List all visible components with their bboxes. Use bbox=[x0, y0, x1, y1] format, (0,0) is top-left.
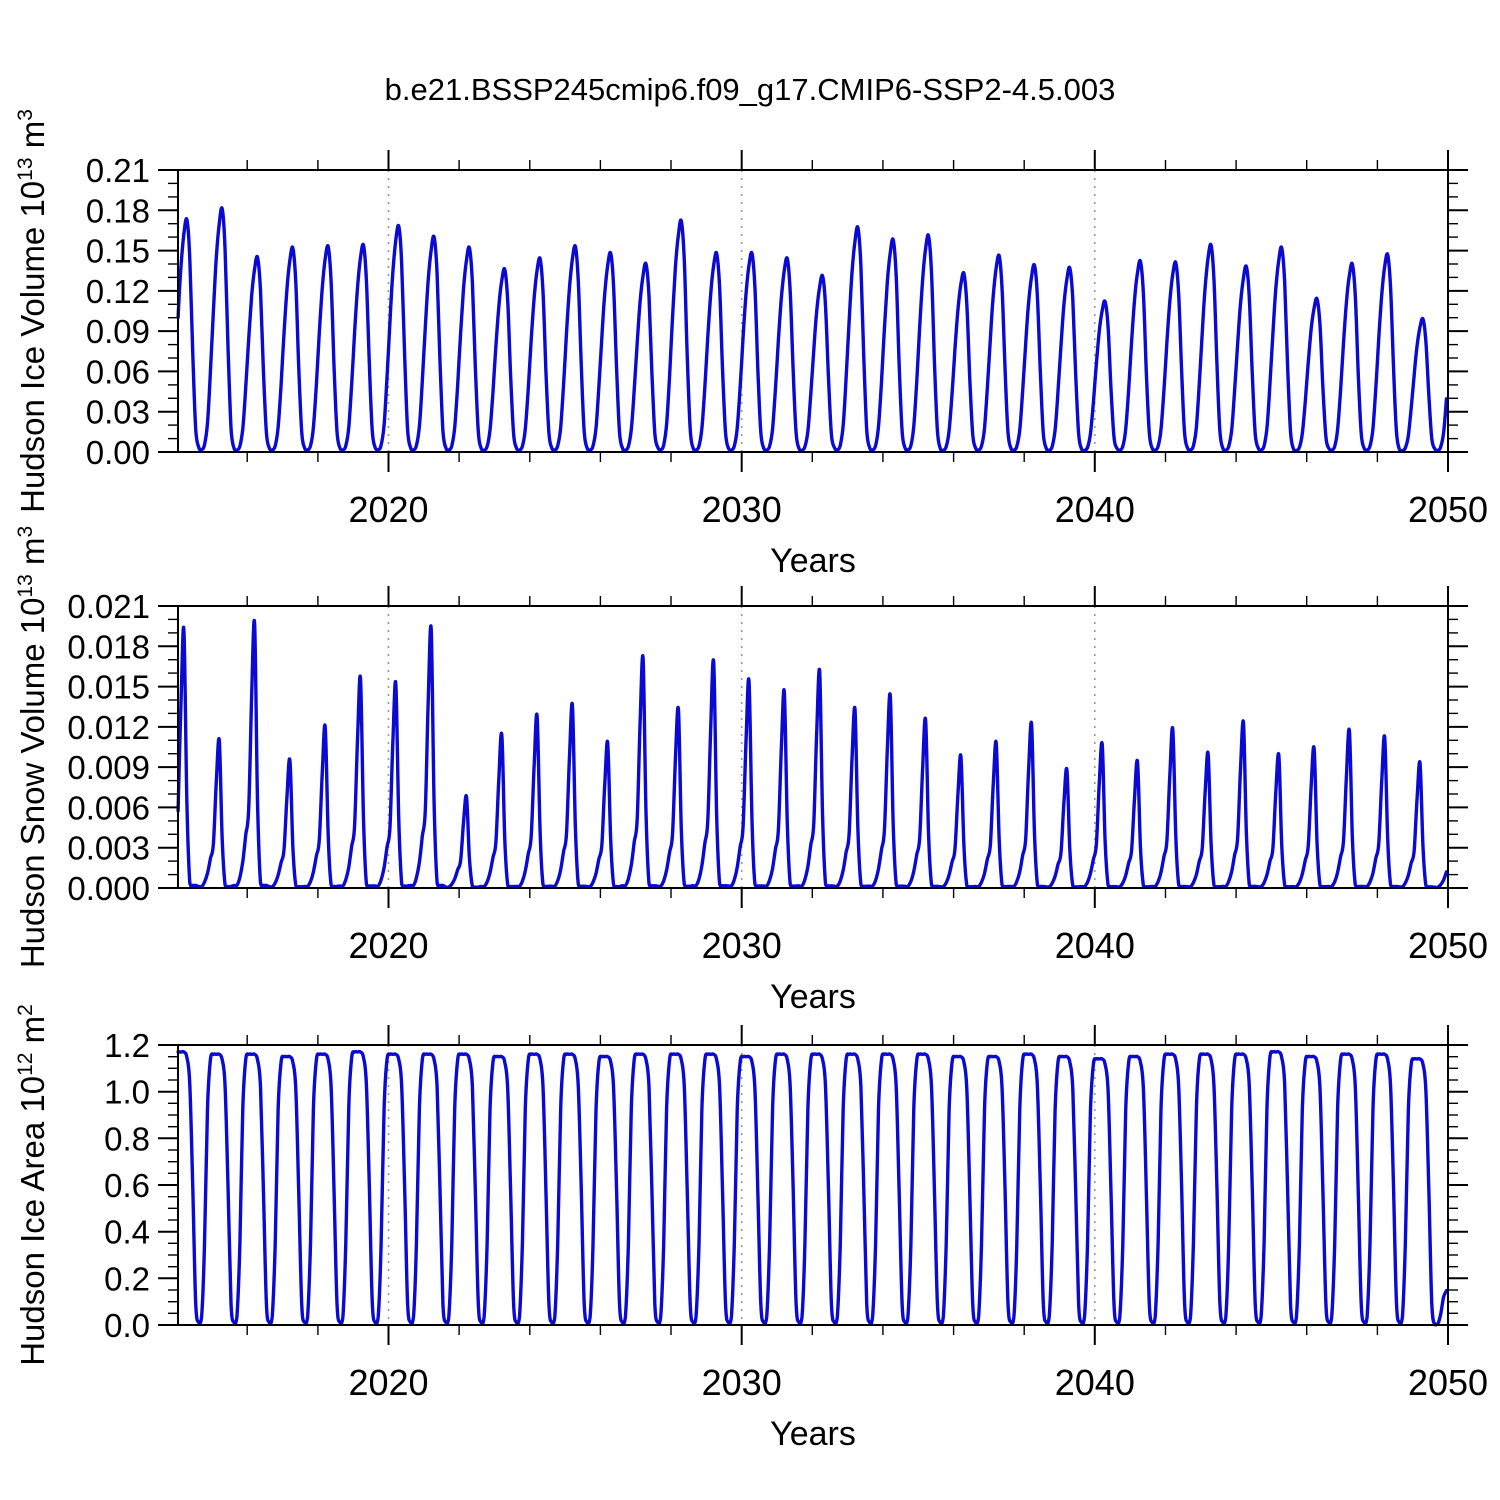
y-tick-label-1.0: 1.0 bbox=[104, 1074, 150, 1111]
x-tick-label-2040: 2040 bbox=[1055, 489, 1135, 530]
hudson-ice-volume-curve bbox=[176, 206, 1449, 453]
y-tick-label-0.12: 0.12 bbox=[86, 273, 150, 310]
x-tick-label-2020: 2020 bbox=[348, 489, 428, 530]
y-tick-label-0.21: 0.21 bbox=[86, 152, 150, 189]
y-tick-label-0.4: 0.4 bbox=[104, 1214, 150, 1251]
x-tick-label-2040: 2040 bbox=[1055, 925, 1135, 966]
panel-ice-volume: 0.000.03 0.060.090.120.15 0.180.21 2020 2030… bbox=[86, 150, 1488, 580]
x-tick-label-2050: 2050 bbox=[1408, 489, 1488, 530]
x-axis-title: Years bbox=[770, 978, 856, 1016]
hudson-snow-volume-curve bbox=[176, 618, 1449, 890]
x-tick-label-2040: 2040 bbox=[1055, 1362, 1135, 1403]
x-tick-label-2050: 2050 bbox=[1408, 1362, 1488, 1403]
x-tick-label-2030: 2030 bbox=[702, 925, 782, 966]
y-tick-label-0.06: 0.06 bbox=[86, 353, 150, 390]
figure-title: b.e21.BSSP245cmip6.f09_g17.CMIP6-SSP2-4.… bbox=[384, 72, 1116, 107]
y-tick-label-0.00: 0.00 bbox=[86, 434, 150, 471]
y-tick-label-0.009: 0.009 bbox=[67, 749, 150, 786]
x-tick-label-2030: 2030 bbox=[702, 489, 782, 530]
y-tick-label-0.6: 0.6 bbox=[104, 1167, 150, 1204]
y-tick-label-0.000: 0.000 bbox=[67, 870, 150, 907]
x-tick-label-2050: 2050 bbox=[1408, 925, 1488, 966]
x-tick-label-2020: 2020 bbox=[348, 925, 428, 966]
x-tick-label-2020: 2020 bbox=[348, 1362, 428, 1403]
y-tick-label-0.0: 0.0 bbox=[104, 1307, 150, 1344]
plot-border bbox=[177, 605, 1449, 889]
y-tick-label-0.021: 0.021 bbox=[67, 588, 150, 625]
x-axis-title: Years bbox=[770, 1415, 856, 1453]
y-axis-label-unit-exponent: 3 bbox=[14, 109, 37, 121]
y-tick-label-0.006: 0.006 bbox=[67, 789, 150, 826]
y-tick-label-0.8: 0.8 bbox=[104, 1120, 150, 1157]
hudson-ice-area-curve bbox=[176, 1049, 1449, 1327]
y-tick-label-0.09: 0.09 bbox=[86, 313, 150, 350]
y-tick-label-1.2: 1.2 bbox=[104, 1027, 150, 1064]
x-axis-title: Years bbox=[770, 542, 856, 580]
y-tick-label-0.003: 0.003 bbox=[67, 830, 150, 867]
y-tick-label-0.015: 0.015 bbox=[67, 669, 150, 706]
y-tick-label-0.03: 0.03 bbox=[86, 394, 150, 431]
panel-ice-area: 0.0 0.2 0.4 0.6 0.8 1.0 1.2 2020 2030 2040 2050 Yea… bbox=[104, 1025, 1488, 1453]
y-tick-label-0.012: 0.012 bbox=[67, 709, 150, 746]
y-tick-label-0.018: 0.018 bbox=[67, 628, 150, 665]
y-tick-label-0.18: 0.18 bbox=[86, 192, 150, 229]
y-tick-label-0.15: 0.15 bbox=[86, 233, 150, 270]
x-tick-label-2030: 2030 bbox=[702, 1362, 782, 1403]
y-tick-label-0.2: 0.2 bbox=[104, 1260, 150, 1297]
